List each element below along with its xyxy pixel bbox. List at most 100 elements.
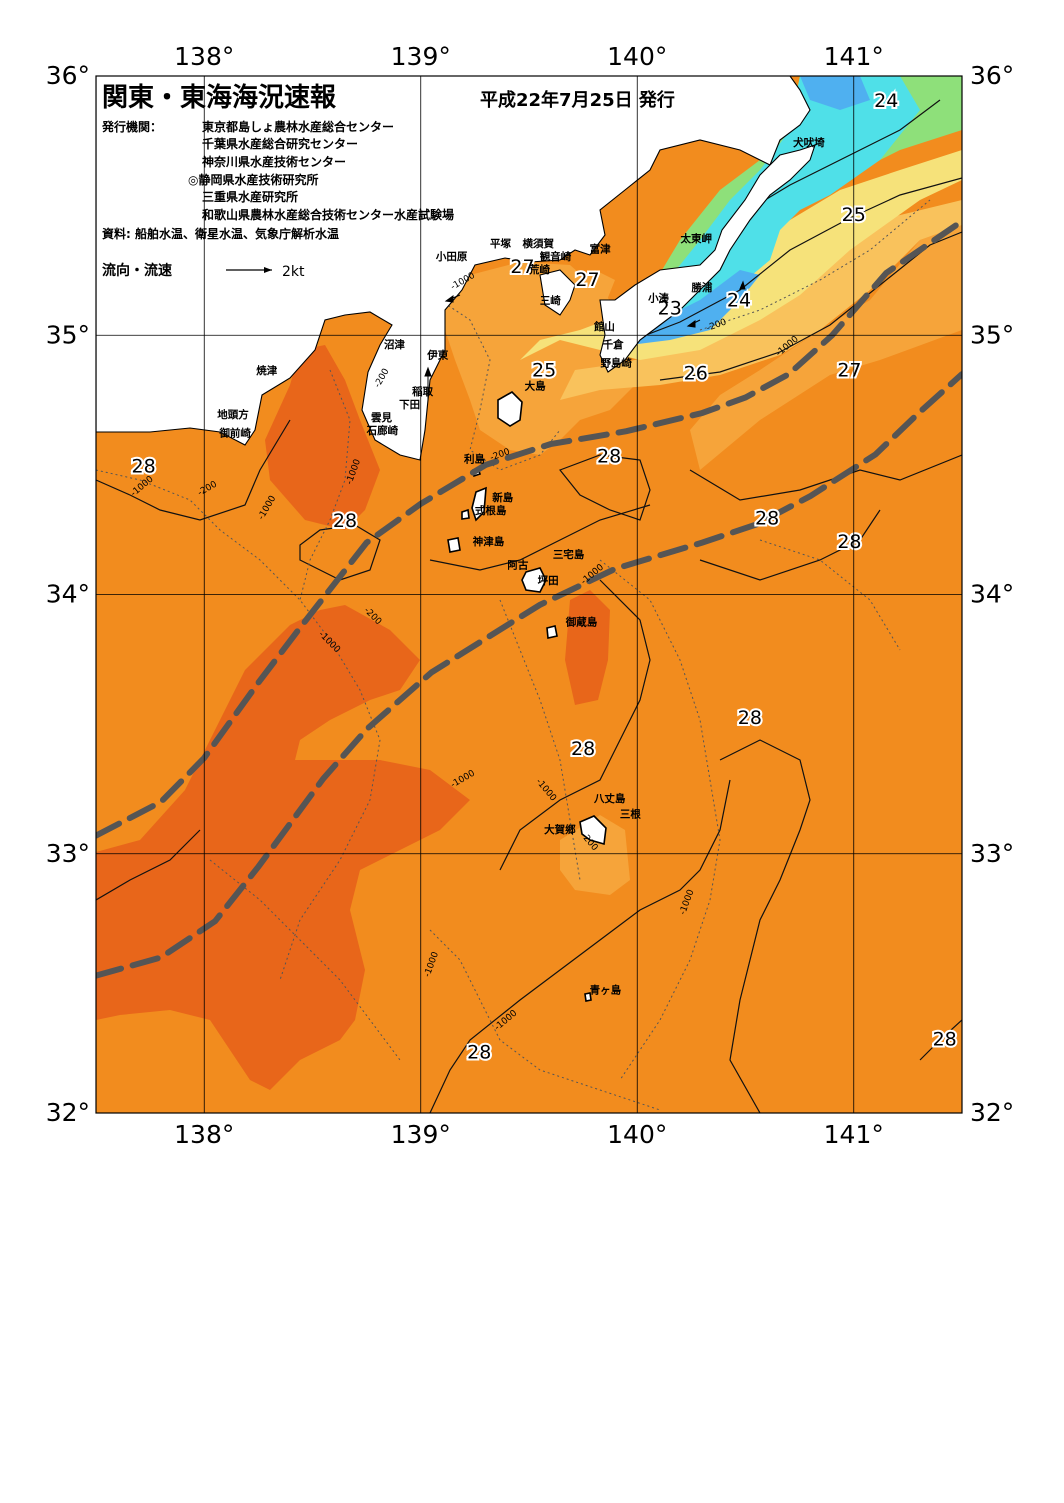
island-shikinejima (461, 508, 470, 520)
island-niijima (471, 486, 487, 522)
temperature-label: 28 (755, 508, 779, 530)
lon-label-top: 140° (607, 42, 667, 71)
place-label: 館山 (593, 320, 615, 333)
place-label: 地頭方 (217, 408, 249, 421)
issuer-6: 和歌山県農林水産総合技術センター水産試験場 (201, 207, 454, 222)
place-label: 勝浦 (691, 281, 712, 294)
place-label: 小湊 (647, 292, 669, 305)
temperature-label: 24 (727, 290, 751, 312)
sea-zone-27-hachijo (560, 815, 630, 895)
lat-label-left: 32° (46, 1098, 90, 1127)
isotherm-lines (96, 99, 962, 1113)
sea-zone-warmest-izu (265, 345, 380, 530)
lat-label-left: 33° (46, 839, 90, 868)
temperature-label: 28 (837, 531, 861, 553)
island-aogashima (584, 992, 592, 1002)
sea-zone-warmest (96, 605, 470, 1090)
place-label: 荒崎 (528, 263, 550, 276)
temperature-label: 26 (684, 362, 708, 384)
place-label: 沼津 (384, 338, 405, 351)
place-label: 稲取 (412, 385, 433, 398)
report-date: 平成22年7月25日 発行 (480, 89, 675, 111)
lat-label-right: 36° (970, 61, 1014, 90)
place-label: 大賀郷 (544, 823, 576, 836)
graticule (96, 76, 962, 1113)
axis-labels: 138° 138° 139° 139° 140° 140° 141° 141° 36° 36° 35… (46, 42, 1015, 1149)
map-frame (95, 75, 963, 1114)
current-legend-label: 流向・流速 (102, 262, 172, 279)
place-label: 利島 (464, 452, 485, 465)
lon-label-bottom: 140° (607, 1120, 667, 1149)
place-label: 富津 (590, 242, 611, 255)
place-label: 式根島 (475, 504, 507, 517)
lat-label-left: 34° (46, 580, 90, 609)
issuer-3: 神奈川県水産技術センター (202, 154, 346, 169)
temperature-label: 27 (510, 256, 534, 278)
place-label: 横須賀 (523, 237, 555, 250)
issuer-4: ◎静岡県水産技術研究所 (188, 172, 318, 187)
place-label: 平塚 (490, 237, 511, 250)
place-label: 下田 (399, 399, 420, 411)
island-mikurajima (546, 625, 558, 639)
temperature-label: 25 (532, 360, 556, 382)
temperature-label: 28 (333, 510, 357, 532)
temperature-label: 27 (837, 360, 861, 382)
place-label: 千倉 (603, 338, 624, 351)
sea-zone-warmest-mikura (565, 590, 610, 705)
temperature-label: 27 (575, 269, 599, 291)
place-label: 石廊崎 (366, 424, 399, 437)
header: 関東・東海海況速報 平成22年7月25日 発行 発行機関： 東京都島しょ農林水産… (101, 83, 675, 280)
lat-label-left: 36° (46, 61, 90, 90)
place-label: 野島崎 (600, 356, 632, 369)
lon-label-bottom: 138° (174, 1120, 234, 1149)
sea-zone-27-east (690, 225, 962, 470)
land-shizuoka (96, 76, 811, 461)
temperature-label: 28 (738, 707, 762, 729)
place-label: 太東岬 (680, 232, 713, 245)
land-miura (539, 269, 576, 316)
lat-label-left: 35° (46, 320, 90, 349)
sea-zone-26 (560, 200, 962, 400)
temperature-label: 23 (658, 298, 682, 320)
lon-label-bottom: 141° (824, 1120, 884, 1149)
temperature-label: 28 (571, 738, 595, 760)
place-label: 観音崎 (540, 250, 572, 263)
issuer-5: 三重県水産研究所 (202, 189, 298, 204)
temperature-label: 28 (933, 1029, 957, 1051)
place-label: 坪田 (538, 574, 559, 587)
place-label: 神津島 (473, 535, 505, 548)
island-miyakejima (521, 567, 547, 593)
temperature-label: 28 (132, 456, 156, 478)
sea-zone-22 (630, 270, 760, 345)
place-label: 焼津 (256, 364, 277, 377)
kuroshio-path-2 (96, 371, 962, 979)
sea-zone-22-north (800, 76, 870, 110)
issuer-1: 東京都島しょ農林水産総合センター (202, 119, 394, 134)
island-hachijojima (579, 815, 607, 846)
island-oshima (497, 391, 523, 427)
place-label: 三宅島 (553, 548, 585, 561)
temperature-label: 28 (597, 445, 621, 467)
kuroshio-axis (96, 218, 962, 979)
place-label: 新島 (492, 491, 513, 504)
temperature-label: 28 (467, 1042, 491, 1064)
lat-label-right: 34° (970, 580, 1014, 609)
depth-contours (96, 199, 931, 1111)
issuer-2: 千葉県水産総合研究センター (202, 136, 358, 151)
place-label: 伊東 (426, 349, 448, 362)
current-arrows (424, 280, 746, 400)
current-legend-arrowhead (264, 267, 272, 273)
data-sources: 資料: 船舶水温、衛星水温、気象庁解析水温 (102, 226, 339, 241)
report-title: 関東・東海海況速報 (102, 83, 337, 113)
lon-label-top: 138° (174, 42, 234, 71)
kuroshio-path-1 (96, 218, 962, 839)
place-label: 三根 (620, 807, 641, 820)
place-label: 八丈島 (593, 792, 626, 805)
lat-label-right: 33° (970, 839, 1014, 868)
place-label: 阿古 (507, 559, 528, 572)
place-label: 三崎 (540, 294, 561, 307)
land (96, 76, 816, 461)
current-legend-scale: 2kt (282, 264, 305, 280)
